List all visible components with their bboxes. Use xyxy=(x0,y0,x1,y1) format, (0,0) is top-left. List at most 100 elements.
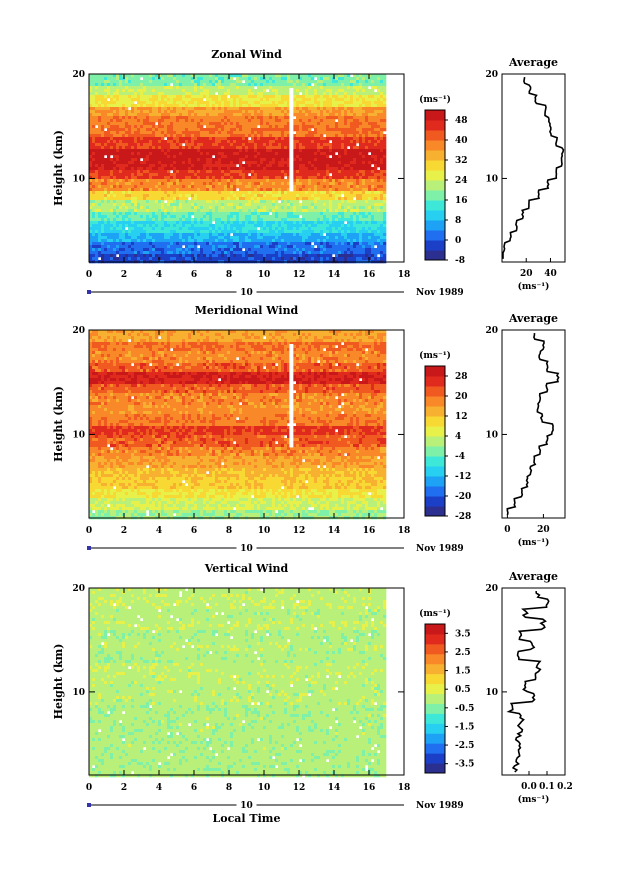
heatmap-cell xyxy=(326,185,330,189)
heatmap-cell xyxy=(242,104,246,108)
heatmap-cell xyxy=(116,134,120,138)
heatmap-cell xyxy=(356,134,360,138)
heatmap-cell xyxy=(374,158,378,162)
heatmap-cell xyxy=(134,161,138,165)
heatmap-cell xyxy=(311,92,315,96)
heatmap-cell xyxy=(383,107,387,111)
heatmap-cell xyxy=(362,200,366,204)
heatmap-cell xyxy=(119,107,123,111)
heatmap-cell xyxy=(332,80,336,84)
heatmap-cell xyxy=(287,83,291,87)
heatmap-cell xyxy=(305,188,309,192)
heatmap-cell xyxy=(176,95,180,99)
heatmap-cell xyxy=(185,119,189,123)
heatmap-cell xyxy=(305,200,309,204)
heatmap-cell xyxy=(380,188,384,192)
heatmap-cell xyxy=(239,179,243,183)
heatmap-cell xyxy=(266,140,270,144)
heatmap-cell xyxy=(320,200,324,204)
heatmap-cell xyxy=(119,134,123,138)
heatmap-cell xyxy=(266,128,270,132)
heatmap-cell xyxy=(146,206,150,210)
heatmap-cell xyxy=(104,74,108,78)
heatmap-cell xyxy=(167,95,171,99)
heatmap-cell xyxy=(191,173,195,177)
heatmap-cell xyxy=(152,173,156,177)
heatmap-cell xyxy=(353,203,357,207)
heatmap-cell xyxy=(377,218,381,222)
heatmap-cell xyxy=(164,152,168,156)
heatmap-cell xyxy=(281,179,285,183)
heatmap-cell xyxy=(248,143,252,147)
heatmap-cell xyxy=(269,206,273,210)
heatmap-cell xyxy=(302,218,306,222)
heatmap-cell xyxy=(242,125,246,129)
heatmap-cell xyxy=(197,152,201,156)
heatmap-cell xyxy=(329,92,333,96)
heatmap-cell xyxy=(203,80,207,84)
heatmap-cell xyxy=(107,209,111,213)
heatmap-cell xyxy=(242,92,246,96)
heatmap-cell xyxy=(383,77,387,81)
heatmap-cell xyxy=(245,107,249,111)
heatmap-cell xyxy=(278,110,282,114)
heatmap-cell xyxy=(365,161,369,165)
heatmap-cell xyxy=(278,140,282,144)
heatmap-cell xyxy=(179,167,183,171)
heatmap-cell xyxy=(383,95,387,99)
heatmap-cell xyxy=(185,95,189,99)
heatmap-cell xyxy=(197,80,201,84)
heatmap-cell xyxy=(152,128,156,132)
heatmap-cell xyxy=(101,86,105,90)
heatmap-cell xyxy=(311,155,315,159)
heatmap-cell xyxy=(128,83,132,87)
heatmap-cell xyxy=(227,122,231,126)
heatmap-cell xyxy=(353,170,357,174)
heatmap-cell xyxy=(137,218,141,222)
heatmap-cell xyxy=(170,176,174,180)
heatmap-cell xyxy=(266,182,270,186)
heatmap-cell xyxy=(314,179,318,183)
heatmap-cell xyxy=(158,125,162,129)
heatmap-cell xyxy=(227,182,231,186)
heatmap-cell xyxy=(359,215,363,219)
heatmap-cell xyxy=(278,206,282,210)
heatmap-cell xyxy=(317,164,321,168)
heatmap-cell xyxy=(356,140,360,144)
heatmap-cell xyxy=(110,77,114,81)
heatmap-cell xyxy=(245,215,249,219)
heatmap-cell xyxy=(305,158,309,162)
heatmap-cell xyxy=(251,98,255,102)
heatmap-cell xyxy=(188,128,192,132)
heatmap-cell xyxy=(122,188,126,192)
heatmap-cell xyxy=(206,113,210,117)
heatmap-cell xyxy=(140,74,144,78)
heatmap-cell xyxy=(287,143,291,147)
heatmap-cell xyxy=(158,164,162,168)
heatmap-cell xyxy=(323,146,327,150)
heatmap-cell xyxy=(236,194,240,198)
heatmap-cell xyxy=(206,116,210,120)
heatmap-cell xyxy=(113,77,117,81)
heatmap-cell xyxy=(380,125,384,129)
heatmap-cell xyxy=(104,173,108,177)
heatmap-cell xyxy=(140,206,144,210)
heatmap-cell xyxy=(95,101,99,105)
heatmap-cell xyxy=(95,167,99,171)
heatmap-cell xyxy=(308,104,312,108)
heatmap-cell xyxy=(95,161,99,165)
heatmap-cell xyxy=(125,170,129,174)
heatmap-cell xyxy=(254,74,258,78)
heatmap-cell xyxy=(275,83,279,87)
heatmap-cell xyxy=(374,125,378,129)
heatmap-cell xyxy=(149,140,153,144)
heatmap-cell xyxy=(260,161,264,165)
heatmap-cell xyxy=(167,110,171,114)
heatmap-cell xyxy=(170,194,174,198)
heatmap-cell xyxy=(281,176,285,180)
heatmap-cell xyxy=(311,131,315,135)
heatmap-cell xyxy=(329,83,333,87)
heatmap-cell xyxy=(122,140,126,144)
heatmap-cell xyxy=(146,83,150,87)
heatmap-cell xyxy=(206,218,210,222)
